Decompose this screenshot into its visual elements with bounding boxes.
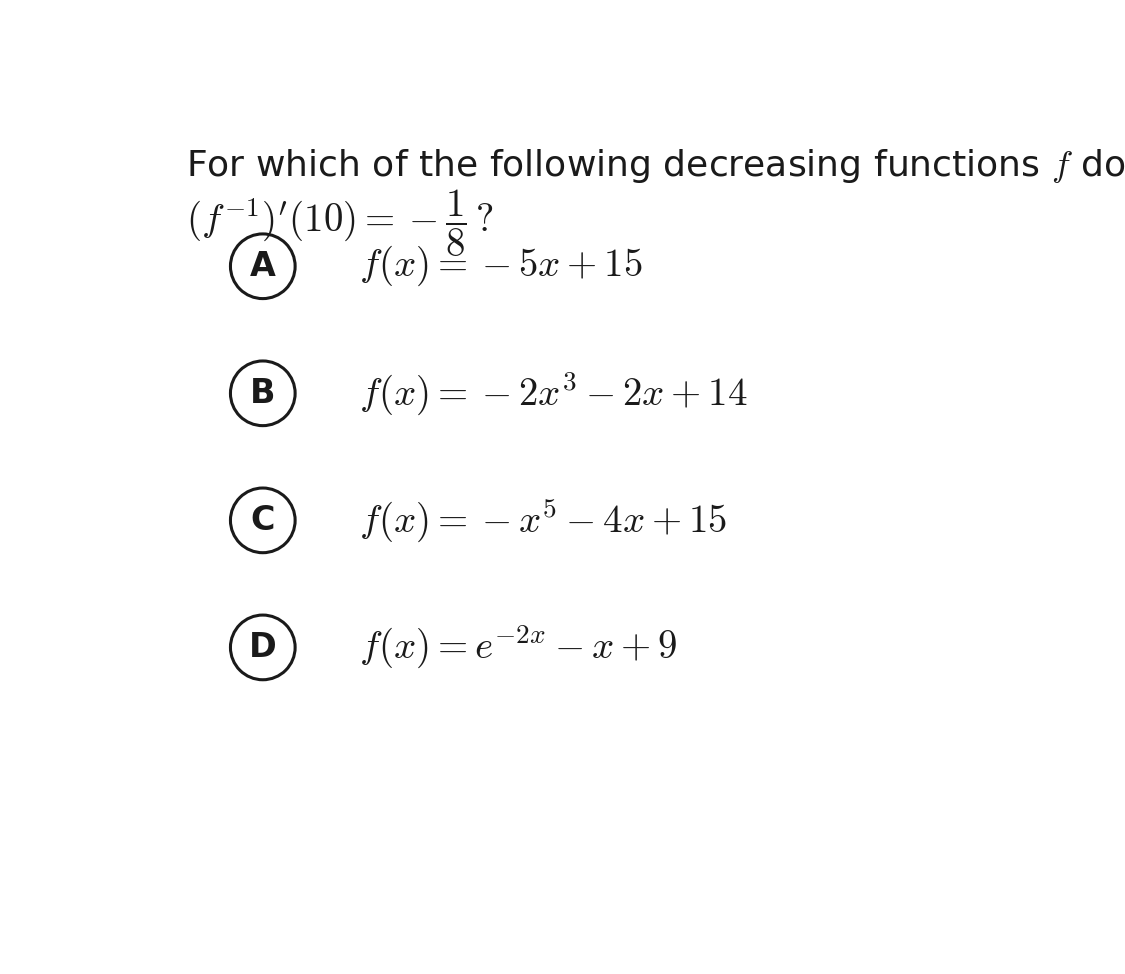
Text: For which of the following decreasing functions $f$ does: For which of the following decreasing fu… <box>186 147 1125 185</box>
Text: $f(x) = -2x^3 - 2x + 14$: $f(x) = -2x^3 - 2x + 14$ <box>359 369 747 417</box>
Text: $f(x) = -5x + 15$: $f(x) = -5x + 15$ <box>359 244 642 288</box>
Text: $f(x) = -x^5 - 4x + 15$: $f(x) = -x^5 - 4x + 15$ <box>359 497 727 544</box>
Text: A: A <box>250 249 276 282</box>
Text: C: C <box>251 504 274 537</box>
Text: B: B <box>250 377 276 410</box>
Text: D: D <box>249 631 277 664</box>
Text: $f(x) = e^{-2x} - x + 9$: $f(x) = e^{-2x} - x + 9$ <box>359 624 677 671</box>
Text: $(f^{-1})^{\prime}(10) = -\dfrac{1}{8}\,?$: $(f^{-1})^{\prime}(10) = -\dfrac{1}{8}\,… <box>186 188 494 259</box>
